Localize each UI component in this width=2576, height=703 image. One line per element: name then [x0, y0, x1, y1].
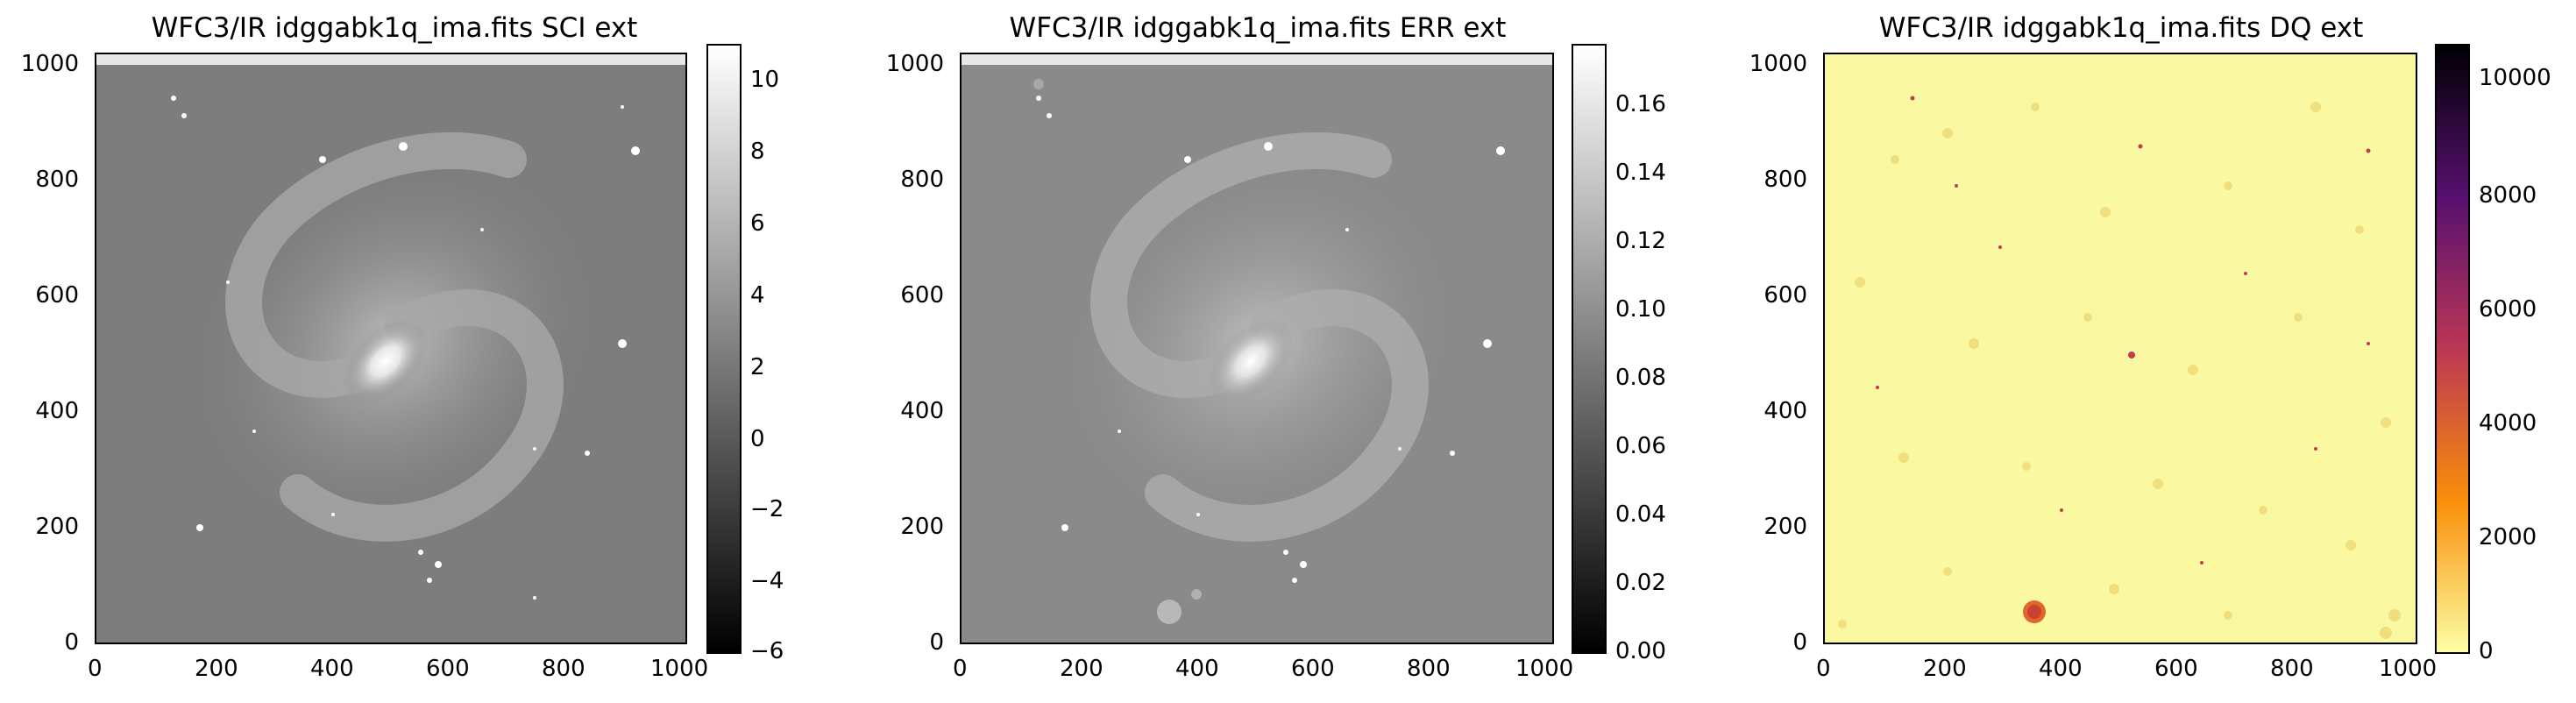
y-tick: 600	[900, 282, 944, 309]
colorbar-tick: 4000	[2479, 410, 2537, 437]
y-tick: 200	[900, 514, 944, 540]
y-tick: 400	[900, 398, 944, 424]
x-tick: 800	[542, 656, 585, 682]
x-tick: 200	[1060, 656, 1103, 682]
colorbar-tick: 0.14	[1615, 160, 1666, 186]
y-tick: 800	[900, 167, 944, 193]
colorbar-tick: 0	[2479, 638, 2494, 664]
x-tick: 0	[953, 656, 968, 682]
y-tick: 1000	[1749, 51, 1807, 77]
colorbar	[706, 44, 742, 654]
x-tick: 1000	[2379, 656, 2438, 682]
colorbar-tick: 10	[750, 67, 780, 93]
y-tick: 0	[929, 629, 944, 656]
x-tick: 800	[1407, 656, 1451, 682]
dq-map-image	[1825, 54, 2416, 643]
x-tick: 1000	[1515, 656, 1574, 682]
x-tick: 0	[88, 656, 103, 682]
colorbar-tick: 0.12	[1615, 228, 1666, 254]
dq-image	[1823, 53, 2417, 644]
y-tick: 600	[1763, 282, 1807, 309]
y-tick: 400	[1763, 398, 1807, 424]
colorbar-tick: 4	[750, 282, 765, 309]
x-tick: 600	[2154, 656, 2198, 682]
colorbar-tick: 0.02	[1615, 570, 1666, 596]
panel-title: WFC3/IR idggabk1q_ima.fits DQ ext	[1878, 12, 2364, 44]
x-tick: 200	[195, 656, 238, 682]
colorbar-tick: 8	[750, 138, 765, 165]
sci-image	[95, 53, 687, 644]
y-tick: 200	[1763, 514, 1807, 540]
y-tick: 0	[64, 629, 79, 656]
y-tick: 800	[35, 167, 79, 193]
colorbar-tick: 6	[750, 210, 765, 237]
galaxy-image	[962, 54, 1552, 643]
x-tick: 800	[2270, 656, 2314, 682]
panel-dq: WFC3/IR idggabk1q_ima.fits DQ ext	[1727, 0, 2576, 703]
colorbar-tick: −6	[750, 638, 784, 664]
x-tick: 200	[1923, 656, 1967, 682]
y-tick: 400	[35, 398, 79, 424]
colorbar-tick: 0.16	[1615, 91, 1666, 117]
x-tick: 600	[426, 656, 470, 682]
y-tick: 200	[35, 514, 79, 540]
x-tick: 1000	[650, 656, 709, 682]
y-tick: 1000	[885, 51, 944, 77]
x-tick: 0	[1816, 656, 1831, 682]
panel-err: WFC3/IR idggabk1q_ima.fits ERR ext	[863, 0, 1722, 703]
x-tick: 400	[1175, 656, 1219, 682]
x-tick: 400	[2039, 656, 2083, 682]
y-tick: 600	[35, 282, 79, 309]
x-tick: 600	[1291, 656, 1335, 682]
colorbar-tick: 0.10	[1615, 296, 1666, 323]
colorbar	[1572, 44, 1607, 654]
colorbar-tick: 0.08	[1615, 365, 1666, 391]
y-tick: 800	[1763, 167, 1807, 193]
colorbar-tick: 0.00	[1615, 638, 1666, 664]
colorbar-tick: 8000	[2479, 182, 2537, 209]
panel-sci: WFC3/IR idggabk1q_ima.fits SCI ext	[0, 0, 859, 703]
colorbar-tick: 0.04	[1615, 501, 1666, 528]
y-tick: 0	[1792, 629, 1807, 656]
panel-title: WFC3/IR idggabk1q_ima.fits ERR ext	[1009, 12, 1507, 44]
colorbar-tick: 2000	[2479, 524, 2537, 550]
colorbar-tick: 0	[750, 426, 765, 452]
colorbar	[2435, 44, 2470, 654]
x-tick: 400	[310, 656, 354, 682]
colorbar-tick: 2	[750, 354, 765, 380]
colorbar-tick: −4	[750, 568, 784, 594]
colorbar-tick: −2	[750, 496, 784, 522]
y-tick: 1000	[20, 51, 79, 77]
panel-title: WFC3/IR idggabk1q_ima.fits SCI ext	[151, 12, 638, 44]
colorbar-tick: 10000	[2479, 65, 2551, 91]
colorbar-tick: 6000	[2479, 296, 2537, 323]
galaxy-image	[96, 54, 685, 643]
colorbar-tick: 0.06	[1615, 433, 1666, 459]
err-image	[960, 53, 1554, 644]
